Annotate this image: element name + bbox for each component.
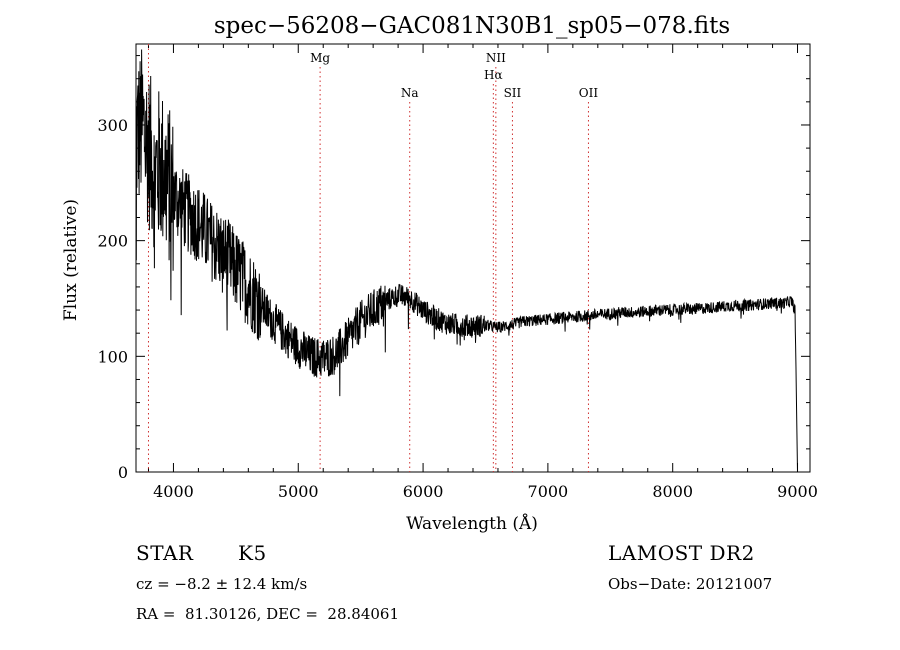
spectral-line-label: Mg	[310, 51, 330, 65]
object-subclass: K5	[238, 541, 267, 565]
y-axis-label: Flux (relative)	[61, 199, 81, 321]
redshift-text: cz = −8.2 ± 12.4 km/s	[136, 575, 308, 593]
y-tick-label: 300	[97, 116, 128, 135]
y-tick-label: 200	[97, 232, 128, 251]
obs-date: Obs−Date: 20121007	[608, 575, 773, 593]
y-tick-label: 100	[97, 347, 128, 366]
x-tick-label: 4000	[153, 482, 194, 501]
y-axis: 0 100 200 300	[97, 55, 810, 482]
spectral-line-label: SII	[504, 86, 522, 100]
x-axis-label: Wavelength (Å)	[406, 513, 538, 534]
spectrum-line	[135, 49, 798, 473]
spectral-line-label: Hα	[484, 68, 503, 82]
x-tick-label: 6000	[403, 482, 444, 501]
x-tick-label: 8000	[652, 482, 693, 501]
y-tick-label: 0	[118, 463, 128, 482]
coordinates: RA = 81.30126, DEC = 28.84061	[136, 605, 400, 623]
spectral-line-label: NII	[486, 51, 506, 65]
x-tick-label: 5000	[278, 482, 319, 501]
chart-title: spec−56208−GAC081N30B1_sp05−078.fits	[214, 13, 730, 39]
survey-name: LAMOST DR2	[608, 541, 755, 565]
x-tick-label: 9000	[777, 482, 818, 501]
object-class: STAR	[136, 541, 194, 565]
x-tick-label: 7000	[528, 482, 569, 501]
spectral-line-label: Na	[401, 86, 419, 100]
spectral-line-label: OII	[579, 86, 599, 100]
x-axis: 4000 5000 6000 7000 8000 9000	[147, 44, 818, 501]
